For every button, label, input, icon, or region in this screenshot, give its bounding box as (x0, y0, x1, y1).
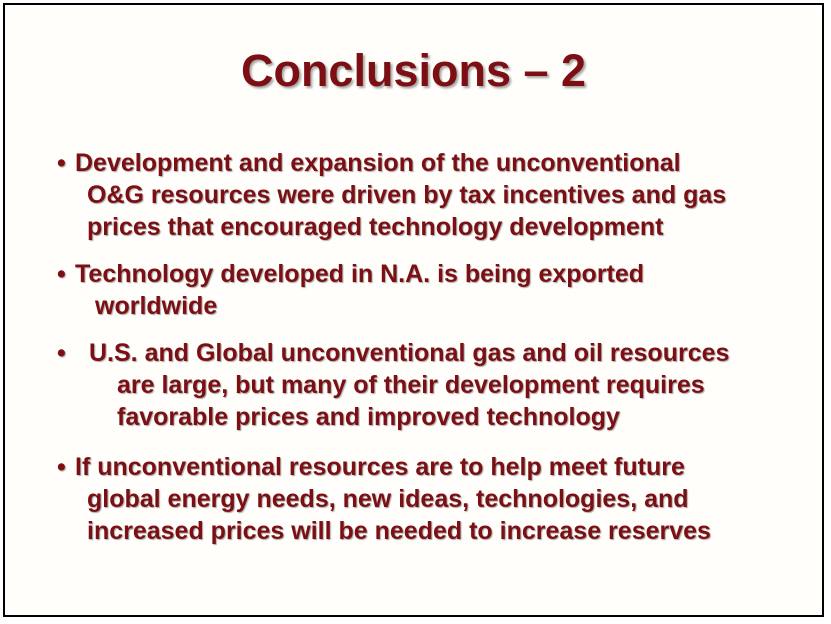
bullet-dot-icon: • (57, 453, 66, 481)
bullet-text: O&G resources were driven by tax incenti… (87, 181, 727, 209)
bullet-line: • U.S. and Global unconventional gas and … (57, 337, 729, 369)
bullet-dot-icon: • (57, 260, 66, 288)
bullet-item-4: • If unconventional resources are to help… (57, 451, 711, 547)
bullet-line: • If unconventional resources are to help… (57, 451, 711, 483)
bullet-line: are large, but many of their development… (57, 369, 729, 401)
bullet-item-3: • U.S. and Global unconventional gas and … (57, 337, 729, 433)
bullet-text: worldwide (95, 292, 218, 320)
bullet-text: U.S. and Global unconventional gas and o… (89, 339, 730, 367)
bullet-text: If unconventional resources are to help … (75, 453, 685, 481)
bullet-text: are large, but many of their development… (117, 371, 705, 399)
bullet-text: global energy needs, new ideas, technolo… (87, 485, 689, 513)
bullet-dot-icon: • (57, 149, 66, 177)
bullet-text: increased prices will be needed to incre… (87, 517, 711, 545)
bullet-text: Development and expansion of the unconve… (75, 149, 681, 177)
bullet-line: • Technology developed in N.A. is being e… (57, 258, 644, 290)
bullet-line: favorable prices and improved technology (57, 401, 729, 433)
bullet-text: Technology developed in N.A. is being ex… (75, 260, 645, 288)
bullet-line: prices that encouraged technology develo… (57, 211, 726, 243)
bullet-dot-icon: • (57, 339, 66, 367)
bullet-line: global energy needs, new ideas, technolo… (57, 483, 711, 515)
bullet-text: prices that encouraged technology develo… (87, 213, 664, 241)
bullet-item-2: • Technology developed in N.A. is being e… (57, 258, 644, 322)
bullet-line: O&G resources were driven by tax incenti… (57, 179, 726, 211)
bullet-line: increased prices will be needed to incre… (57, 515, 711, 547)
slide: Conclusions – 2 • Development and expansi… (3, 3, 824, 617)
bullet-line: worldwide (57, 290, 644, 322)
bullet-item-1: • Development and expansion of the unconv… (57, 147, 726, 243)
bullet-line: • Development and expansion of the unconv… (57, 147, 726, 179)
slide-title: Conclusions – 2 (240, 45, 587, 96)
bullet-text: favorable prices and improved technology (117, 403, 620, 431)
